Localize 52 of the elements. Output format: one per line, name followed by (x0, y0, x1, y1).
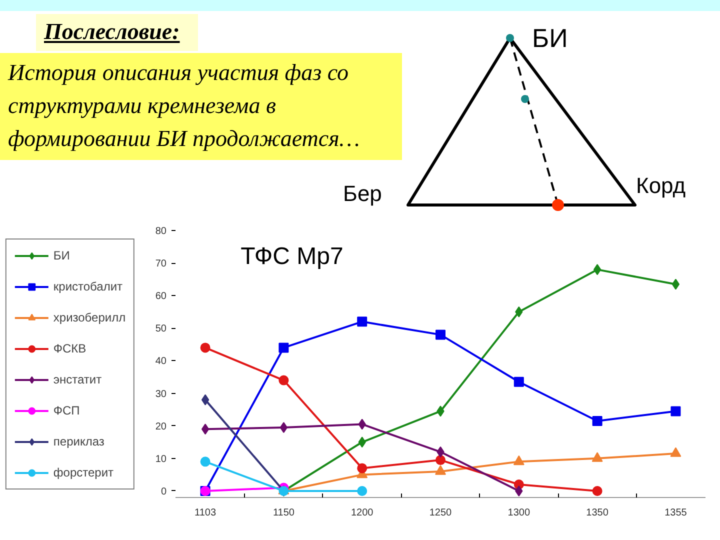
legend-label: форстерит (53, 464, 114, 480)
y-tick-label: 10 (155, 454, 167, 465)
point (357, 316, 368, 327)
y-tick-label: 70 (155, 258, 167, 270)
x-tick-label: 1355 (664, 508, 688, 518)
legend-label: периклаз (53, 433, 104, 449)
y-tick-label: 20 (155, 421, 167, 432)
y-tick-label: 60 (155, 291, 167, 302)
y-tick-label: 80 (155, 226, 167, 237)
point (200, 342, 210, 353)
point (357, 486, 368, 496)
legend-label: хризоберилл (53, 309, 126, 325)
point (593, 264, 602, 276)
legend-label: ФСП (53, 402, 80, 418)
point (436, 330, 446, 340)
point (436, 455, 446, 466)
text: БИ (532, 22, 568, 55)
point (201, 424, 210, 435)
point (592, 452, 603, 462)
x-tick-label: 1350 (586, 508, 609, 518)
chart-title: Послесловие: (44, 18, 180, 46)
x-tick-label: 1200 (350, 508, 374, 518)
legend-label: ФСКВ (53, 340, 86, 356)
legend-label: кристобалит (53, 278, 123, 294)
point (278, 342, 289, 353)
x-tick-label: 1150 (272, 508, 295, 518)
text: Бер (343, 180, 382, 208)
annotation: ТФС Мр7 (240, 243, 344, 270)
chart-subtitle: История описания участия фаз со структурами кремнезема в формировании БИ продолжается… (8, 59, 361, 153)
point (513, 455, 524, 466)
y-tick-label: 40 (155, 356, 167, 368)
point (592, 416, 602, 426)
y-tick-label: 50 (155, 324, 167, 335)
point (592, 486, 602, 496)
point (280, 422, 288, 433)
point (514, 376, 524, 387)
point (357, 463, 368, 474)
point (435, 465, 446, 475)
point (201, 394, 210, 406)
x-tick-label: 1250 (429, 508, 452, 518)
text: Корд (636, 172, 686, 200)
point (672, 278, 680, 290)
legend-label: энстатит (53, 371, 102, 387)
x-tick-label: 1103 (194, 508, 216, 518)
x-tick-label: 1300 (508, 508, 530, 518)
point (670, 447, 682, 457)
legend-label: БИ (53, 247, 71, 263)
point (278, 375, 289, 386)
point (670, 406, 681, 416)
point (200, 456, 210, 467)
y-tick-label: 0 (160, 486, 167, 498)
y-tick-label: 30 (155, 388, 167, 400)
